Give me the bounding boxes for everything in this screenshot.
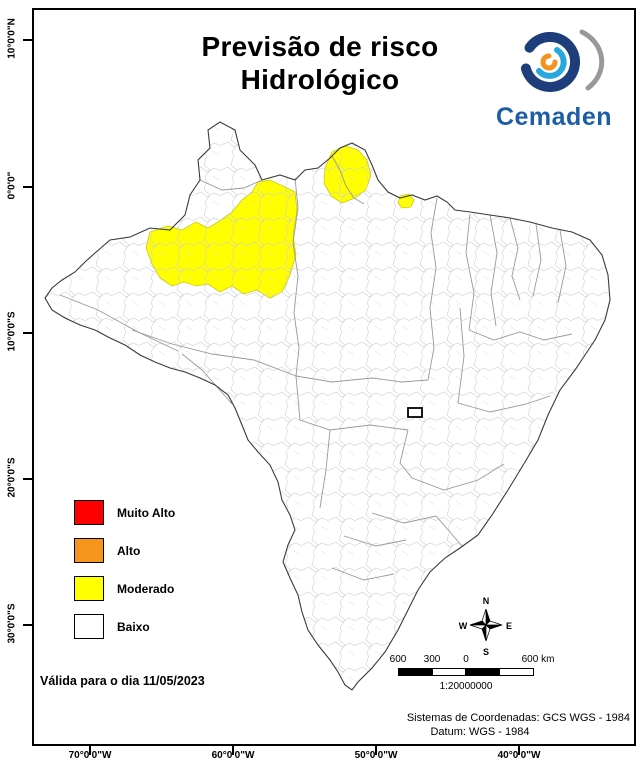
compass-rose-icon: N S W E — [459, 596, 512, 657]
scale-bar-segments — [398, 668, 534, 676]
logo-lightblue-arc — [536, 47, 567, 79]
legend-item-muito-alto: Muito Alto — [74, 500, 175, 525]
compass-w-label: W — [459, 621, 468, 631]
scale-label-600km: 600 km — [521, 654, 555, 665]
legend-swatch-alto — [74, 538, 104, 563]
compass-star — [469, 608, 503, 642]
scale-segment — [399, 669, 433, 675]
legend-swatch-moderado — [74, 576, 104, 601]
lon-label-50w: 50°0'0"W — [354, 750, 398, 761]
legend-label-moderado: Moderado — [117, 581, 175, 596]
state-boundaries — [59, 155, 573, 581]
logo-orange-core — [540, 53, 558, 71]
lat-tick — [23, 39, 32, 41]
scale-segment — [432, 669, 466, 675]
coordinate-system-line2: Datum: WGS - 1984 — [430, 726, 530, 738]
validity-date: Válida para o dia 11/05/2023 — [40, 674, 205, 688]
page-title: Previsão de risco Hidrológico — [130, 30, 510, 96]
scale-label-300: 300 — [423, 654, 441, 665]
compass-e-label: E — [506, 621, 512, 631]
page-title-line1: Previsão de risco — [201, 31, 439, 62]
lon-tick — [518, 746, 520, 755]
lat-label-0: 0°0'0" — [6, 171, 18, 200]
lat-tick — [23, 186, 32, 188]
lat-tick — [23, 478, 32, 480]
cemaden-wordmark: Cemaden — [495, 103, 613, 131]
lat-label-10n: 10°0'0"N — [6, 18, 18, 59]
brazil-outline — [44, 121, 611, 691]
page-title-line2: Hidrológico — [240, 64, 400, 96]
lon-tick — [375, 746, 377, 755]
scale-ratio: 1:20000000 — [439, 681, 493, 692]
legend-swatch-muito-alto — [74, 500, 104, 525]
logo-gray-swoosh — [579, 29, 605, 91]
legend-item-moderado: Moderado — [74, 576, 175, 601]
lat-label-30s: 30°0'0"S — [6, 603, 18, 644]
brazil-map — [44, 121, 611, 691]
scale-label-600-left: 600 — [389, 654, 407, 665]
cemaden-logo-icon — [520, 29, 605, 92]
legend-label-alto: Alto — [117, 543, 141, 558]
distrito-federal-marker — [407, 407, 423, 418]
coordinate-system-line1: Sistemas de Coordenadas: GCS WGS - 1984 — [406, 712, 630, 724]
scale-label-0: 0 — [463, 654, 469, 665]
legend-item-baixo: Baixo — [74, 614, 175, 639]
municipality-boundaries — [45, 122, 610, 690]
risk-legend: Muito Alto Alto Moderado Baixo — [74, 500, 175, 652]
lon-label-70w: 70°0'0"W — [68, 750, 112, 761]
legend-label-baixo: Baixo — [117, 619, 150, 634]
lon-tick — [232, 746, 234, 755]
coordinate-system-note: Sistemas de Coordenadas: GCS WGS - 1984 … — [330, 712, 630, 738]
logo-navy-swirl — [520, 31, 580, 92]
legend-swatch-baixo — [74, 614, 104, 639]
lat-label-20s: 20°0'0"S — [6, 457, 18, 498]
cemaden-logo: Cemaden — [478, 26, 630, 132]
compass-s-label: S — [483, 647, 489, 657]
lon-label-40w: 40°0'0"W — [497, 750, 541, 761]
lat-tick — [23, 332, 32, 334]
legend-item-alto: Alto — [74, 538, 175, 563]
lat-label-10s: 10°0'0"S — [6, 311, 18, 352]
compass-n-label: N — [483, 596, 490, 606]
scale-bar: 600 300 0 600 km 1:20000000 — [390, 654, 576, 698]
lat-tick — [23, 624, 32, 626]
lon-tick — [89, 746, 91, 755]
legend-label-muito-alto: Muito Alto — [117, 505, 176, 520]
lon-label-60w: 60°0'0"W — [211, 750, 255, 761]
scale-segment — [499, 669, 533, 675]
scale-segment — [466, 669, 500, 675]
